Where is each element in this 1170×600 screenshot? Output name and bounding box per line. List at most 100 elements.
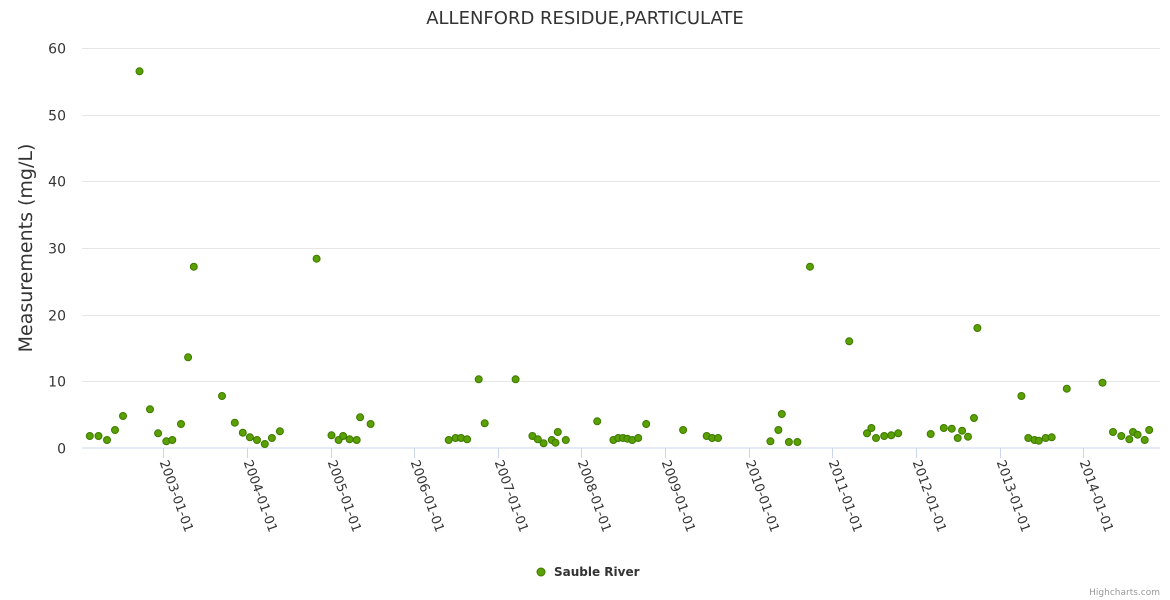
data-point[interactable]: Sauble River: 2012-09-25, 18 mg/L [973,324,982,332]
data-point[interactable]: Sauble River: 2002-11-05, 5.8 mg/L [146,405,154,414]
data-point[interactable]: Sauble River: 2002-07-10, 4.8 mg/L [119,412,127,420]
data-point[interactable]: Sauble River: 2002-06-05, 2.7 mg/L [111,426,119,434]
x-tick-label: 2009-01-01 [658,458,698,534]
data-point[interactable]: Sauble River: 2007-07-20, 0.7 mg/L [539,439,548,448]
data-point[interactable]: Sauble River: 2003-09-15, 7.8 mg/L [218,392,226,400]
data-point[interactable]: Sauble River: 2014-10-15, 2.7 mg/L [1145,426,1154,434]
data-point[interactable]: Sauble River: 2002-03-25, 1.8 mg/L [94,432,103,440]
legend-label[interactable]: Sauble River [554,565,640,579]
data-point[interactable]: Sauble River: 2004-11-01, 28.4 mg/L [312,254,321,263]
x-tick-label: 2006-01-01 [407,458,447,534]
data-point[interactable]: Sauble River: 2004-03-20, 0.6 mg/L [260,440,269,448]
y-axis-label: Measurements (mg/L) [15,144,37,353]
data-point[interactable]: Sauble River: 2013-06-20, 1.1 mg/L [1034,436,1043,445]
data-point[interactable]: Sauble River: 2006-06-01, 1.2 mg/L [444,436,453,444]
data-point[interactable]: Sauble River: 2014-08-25, 2 mg/L [1133,430,1142,439]
data-point[interactable]: Sauble River: 2014-09-25, 1.2 mg/L [1140,436,1149,444]
data-point[interactable]: Sauble River: 2004-05-25, 2.5 mg/L [275,427,284,436]
data-point[interactable]: Sauble River: 2010-05-25, 5.1 mg/L [777,410,786,418]
data-point[interactable]: Sauble River: 2005-06-25, 3.6 mg/L [366,420,375,428]
data-point[interactable]: Sauble River: 2008-09-05, 1.5 mg/L [634,434,643,442]
data-point[interactable]: Sauble River: 2007-03-20, 10.3 mg/L [511,375,520,384]
data-point[interactable]: Sauble River: 2006-11-05, 3.7 mg/L [480,419,489,428]
data-point[interactable]: Sauble River: 2004-02-15, 1.2 mg/L [253,436,261,444]
data-point[interactable]: Sauble River: 2005-01-05, 1.9 mg/L [327,431,336,440]
data-point[interactable]: Sauble River: 2009-08-20, 1.5 mg/L [714,434,723,442]
chart-title: ALLENFORD RESIDUE,PARTICULATE [426,8,744,29]
data-point[interactable]: Sauble River: 2011-06-20, 3 mg/L [867,424,876,432]
data-point[interactable]: Sauble River: 2011-03-15, 16 mg/L [845,337,854,346]
data-point[interactable]: Sauble River: 2014-06-15, 1.8 mg/L [1117,432,1126,440]
y-tick-label: 10 [48,375,66,391]
data-point[interactable]: Sauble River: 2012-08-15, 1.7 mg/L [964,432,972,441]
data-point[interactable]: Sauble River: 2011-08-15, 1.8 mg/L [880,432,889,440]
data-point[interactable]: Sauble River: 2011-06-01, 2.2 mg/L [863,429,871,438]
data-point[interactable]: Sauble River: 2003-03-20, 3.6 mg/L [177,420,185,428]
x-tick-label: 2014-01-01 [1076,458,1116,534]
credits-link[interactable]: Highcharts.com [1089,588,1160,598]
data-point[interactable]: Sauble River: 2012-07-20, 2.6 mg/L [958,426,967,435]
y-tick-label: 60 [48,42,66,58]
data-point[interactable]: Sauble River: 2002-02-15, 1.8 mg/L [85,432,94,440]
data-point[interactable]: Sauble River: 2012-07-01, 1.5 mg/L [953,434,962,442]
data-point[interactable]: Sauble River: 2005-04-25, 1.2 mg/L [352,436,361,444]
data-point[interactable]: Sauble River: 2010-05-10, 2.7 mg/L [774,426,783,434]
data-point[interactable]: Sauble River: 2007-09-10, 0.8 mg/L [551,438,560,447]
data-point[interactable]: Sauble River: 2010-08-01, 0.9 mg/L [793,438,802,446]
data-point[interactable]: Sauble River: 2012-03-05, 2.1 mg/L [926,430,935,438]
x-tick-label: 2010-01-01 [742,458,782,534]
y-tick-label: 40 [48,175,66,191]
data-point[interactable]: Sauble River: 2004-04-20, 1.5 mg/L [267,434,276,442]
legend-marker-icon [536,567,546,577]
data-point[interactable]: Sauble River: 2007-09-20, 2.4 mg/L [553,428,562,436]
data-point[interactable]: Sauble River: 2007-10-25, 1.2 mg/L [561,436,570,444]
data-point[interactable]: Sauble River: 2011-10-15, 2.2 mg/L [894,429,903,438]
data-point[interactable]: Sauble River: 2012-05-01, 3 mg/L [939,424,948,432]
data-point[interactable]: Sauble River: 2005-02-25, 1.8 mg/L [339,432,348,440]
data-point[interactable]: Sauble River: 2005-05-10, 4.6 mg/L [356,413,365,422]
data-point[interactable]: Sauble River: 2006-08-20, 1.3 mg/L [463,435,472,444]
data-point[interactable]: Sauble River: 2014-03-25, 9.8 mg/L [1098,378,1107,387]
data-point[interactable]: Sauble River: 2003-02-10, 1.2 mg/L [168,436,177,444]
data-point[interactable]: Sauble River: 2002-05-01, 1.2 mg/L [103,436,111,444]
y-tick-label: 20 [48,309,66,325]
data-point[interactable]: Sauble River: 2013-08-15, 1.6 mg/L [1047,433,1056,442]
data-point[interactable]: Sauble River: 2004-01-15, 1.6 mg/L [245,433,254,442]
data-point[interactable]: Sauble River: 2013-10-20, 8.9 mg/L [1062,384,1071,393]
data-points: Sauble River: 2002-02-15, 1.8 mg/LSauble… [85,67,1154,448]
data-point[interactable]: Sauble River: 2003-05-15, 27.2 mg/L [189,262,198,271]
data-point[interactable]: Sauble River: 2011-09-15, 1.9 mg/L [887,431,896,440]
x-tick-label: 2007-01-01 [491,458,531,534]
data-point[interactable]: Sauble River: 2010-09-25, 27.2 mg/L [806,262,814,271]
y-axis-tick-labels: 0 10 20 30 40 50 60 [48,42,66,458]
data-point[interactable]: Sauble River: 2012-09-10, 4.5 mg/L [970,414,978,422]
data-point[interactable]: Sauble River: 2005-03-25, 1.3 mg/L [345,435,354,444]
grid-lines [82,48,1160,382]
data-point[interactable]: Sauble River: 2003-04-20, 13.6 mg/L [184,353,193,362]
x-tick-label: 2005-01-01 [324,458,364,534]
data-point[interactable]: Sauble River: 2007-06-25, 1.3 mg/L [533,435,542,444]
legend-item-sauble-river[interactable]: Sauble River [536,565,640,579]
data-point[interactable]: Sauble River: 2002-09-20, 56.5 mg/L [135,67,144,76]
x-tick-label: 2013-01-01 [993,458,1033,534]
y-tick-label: 0 [57,442,66,458]
data-point[interactable]: Sauble River: 2014-05-10, 2.4 mg/L [1109,428,1117,436]
x-tick-label: 2012-01-01 [909,458,949,534]
data-point[interactable]: Sauble River: 2013-04-05, 7.8 mg/L [1017,392,1026,400]
x-axis-ticks: 2003-01-01 2004-01-01 2005-01-01 2006-01-01… [156,448,1116,534]
data-point[interactable]: Sauble River: 2008-10-10, 3.6 mg/L [642,420,651,428]
data-point[interactable]: Sauble River: 2014-07-20, 1.3 mg/L [1125,435,1134,444]
data-point[interactable]: Sauble River: 2003-12-15, 2.3 mg/L [238,428,247,437]
data-point[interactable]: Sauble River: 2009-03-20, 2.7 mg/L [679,426,688,434]
data-point[interactable]: Sauble River: 2010-06-25, 0.9 mg/L [784,438,793,446]
data-point[interactable]: Sauble River: 2003-11-10, 3.8 mg/L [230,418,239,427]
data-point[interactable]: Sauble River: 2008-03-10, 4 mg/L [593,417,602,426]
data-point[interactable]: Sauble River: 2006-10-10, 10.3 mg/L [474,375,483,384]
x-tick-label: 2004-01-01 [240,458,280,534]
data-point[interactable]: Sauble River: 2010-04-05, 1 mg/L [766,437,775,446]
data-point[interactable]: Sauble River: 2011-07-10, 1.5 mg/L [872,434,880,442]
x-tick-label: 2008-01-01 [574,458,614,534]
data-point[interactable]: Sauble River: 2012-06-05, 2.9 mg/L [947,424,956,433]
data-point[interactable]: Sauble River: 2002-12-10, 2.2 mg/L [154,429,163,438]
